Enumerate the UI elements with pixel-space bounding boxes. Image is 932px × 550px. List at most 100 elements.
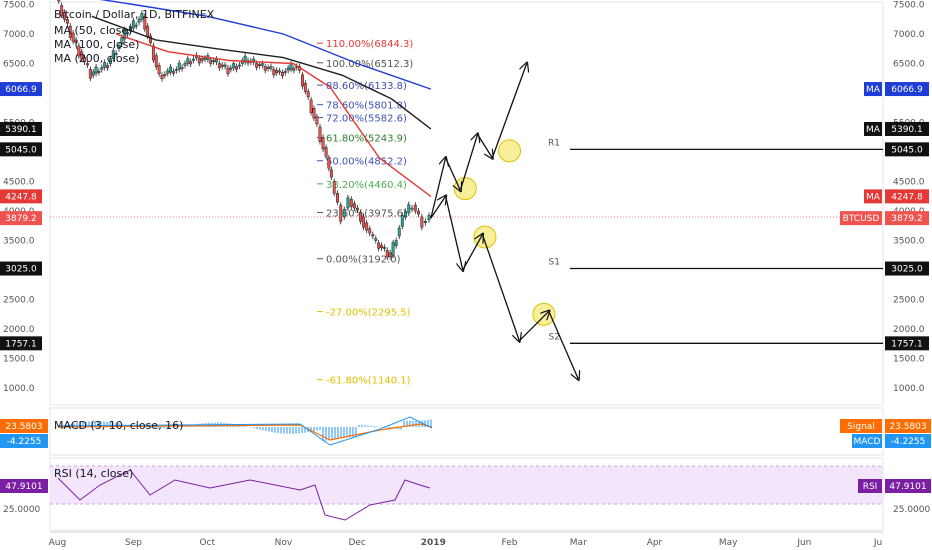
price-tag-right: 1757.1 bbox=[891, 339, 923, 349]
macd-histogram-bar bbox=[424, 420, 426, 427]
candle-body bbox=[163, 74, 167, 76]
candle-body bbox=[126, 32, 130, 35]
macd-histogram-bar bbox=[358, 425, 360, 427]
x-tick-label: May bbox=[719, 538, 738, 548]
candle-body bbox=[203, 57, 207, 60]
candle-body bbox=[111, 50, 115, 59]
macd-histogram-bar bbox=[160, 427, 162, 429]
x-tick-label: Feb bbox=[502, 538, 518, 548]
candle-body bbox=[371, 234, 375, 237]
candle-body bbox=[140, 13, 144, 20]
candle-body bbox=[286, 67, 290, 71]
rsi-band bbox=[50, 466, 883, 504]
fib-level-label: 23.60%(3975.6) bbox=[326, 208, 407, 219]
y-tick-label-left: 2500.0 bbox=[3, 296, 35, 306]
indicator-tag-right-bg bbox=[885, 419, 931, 433]
projection-down-arrow bbox=[430, 196, 446, 219]
projection-down-arrow bbox=[481, 234, 519, 341]
candle-body bbox=[275, 70, 279, 74]
candle-body bbox=[292, 68, 296, 71]
indicator-tag-left-bg bbox=[0, 479, 48, 493]
candle-body bbox=[65, 19, 69, 24]
candle-body bbox=[374, 238, 378, 241]
candle-body bbox=[260, 63, 264, 66]
candle-body bbox=[278, 70, 281, 73]
candle-body bbox=[100, 67, 104, 70]
ma50-legend: MA (50, close) bbox=[54, 24, 132, 37]
projection-arrows[interactable] bbox=[430, 64, 578, 380]
support-resistance-lines[interactable]: R1 S1 S2 bbox=[548, 138, 883, 344]
fib-level-label: 0.00%(3192.0) bbox=[326, 255, 401, 266]
fib-level-label: 78.60%(5801.8) bbox=[326, 101, 407, 112]
candle-body bbox=[134, 24, 138, 27]
candle-body bbox=[352, 203, 356, 209]
candle-body bbox=[272, 69, 276, 76]
macd-histogram-bar bbox=[280, 427, 282, 434]
candle-body bbox=[243, 55, 247, 63]
price-tag-right: 3025.0 bbox=[891, 265, 923, 275]
candle-body bbox=[97, 71, 101, 73]
candle-body bbox=[427, 215, 431, 221]
main-pane-frame bbox=[49, 1, 884, 406]
macd-pane bbox=[57, 416, 433, 446]
fib-level-label: -27.00%(2295.5) bbox=[326, 308, 411, 319]
macd-histogram-bar bbox=[253, 427, 255, 429]
price-tag-right-bg bbox=[885, 121, 929, 136]
y-tick-label-right: 2000.0 bbox=[893, 325, 925, 335]
macd-legend: MACD (3, 10, close, 16) bbox=[54, 419, 183, 432]
ma200-legend: MA (200, close) bbox=[54, 52, 139, 65]
macd-histogram-bar bbox=[103, 421, 105, 427]
macd-histogram-bar bbox=[241, 425, 243, 427]
indicator-tag-left: 47.9101 bbox=[5, 482, 42, 492]
series-tag-bg bbox=[864, 121, 882, 136]
highlight-circle bbox=[498, 139, 522, 163]
macd-histogram-bar bbox=[316, 427, 318, 431]
candle-body bbox=[80, 51, 84, 60]
macd-histogram-bar bbox=[298, 427, 300, 434]
candle-body bbox=[397, 227, 401, 237]
macd-histogram-bar bbox=[268, 427, 270, 432]
candle-body bbox=[252, 58, 256, 63]
candle-body bbox=[123, 29, 127, 40]
candle-body bbox=[342, 209, 346, 218]
series-tag: MA bbox=[866, 192, 881, 202]
macd-histogram-bar bbox=[91, 421, 93, 427]
price-tag-right-bg bbox=[885, 261, 929, 276]
candle-body bbox=[120, 37, 124, 45]
candle-body bbox=[143, 16, 147, 30]
candle-body bbox=[318, 126, 322, 142]
macd-histogram-bar bbox=[349, 427, 351, 438]
projection-up-arrow bbox=[459, 134, 477, 191]
candle-body bbox=[312, 107, 316, 119]
candle-body bbox=[209, 59, 213, 64]
candle-body bbox=[380, 245, 383, 249]
macd-signal-line bbox=[57, 423, 433, 441]
macd-histogram-bar bbox=[157, 427, 159, 429]
macd-histogram-bar bbox=[148, 427, 150, 428]
y-tick-label-right: 6500.0 bbox=[893, 60, 925, 70]
fib-level-label: 72.00%(5582.6) bbox=[326, 114, 407, 125]
candle-body bbox=[174, 69, 178, 71]
macd-histogram-bar bbox=[289, 427, 291, 434]
candle-body bbox=[346, 197, 350, 209]
y-tick-label-left: 1500.0 bbox=[3, 355, 35, 365]
rsi-line bbox=[57, 469, 431, 521]
macd-histogram-bar bbox=[283, 427, 285, 434]
macd-histogram-bar bbox=[94, 421, 96, 427]
macd-histogram-bar bbox=[262, 427, 264, 431]
indicator-tag-right: 47.9101 bbox=[889, 482, 926, 492]
candle-body bbox=[169, 66, 173, 73]
macd-histogram-bar bbox=[181, 426, 183, 427]
candle-body bbox=[315, 116, 319, 125]
indicator-tag-left-bg bbox=[0, 419, 48, 433]
main-pane-grid bbox=[49, 1, 884, 531]
candle-body bbox=[289, 63, 293, 70]
macd-histogram-bar bbox=[73, 423, 75, 427]
candle-body bbox=[215, 58, 218, 63]
x-tick-label: Nov bbox=[275, 538, 293, 548]
macd-histogram-bar bbox=[343, 427, 345, 438]
indicator-tag-right: -4.2255 bbox=[891, 437, 926, 447]
macd-histogram-bar bbox=[427, 419, 429, 427]
symbol-title: Bitcoin / Dollar, 1D, BITFINEX bbox=[54, 8, 215, 21]
